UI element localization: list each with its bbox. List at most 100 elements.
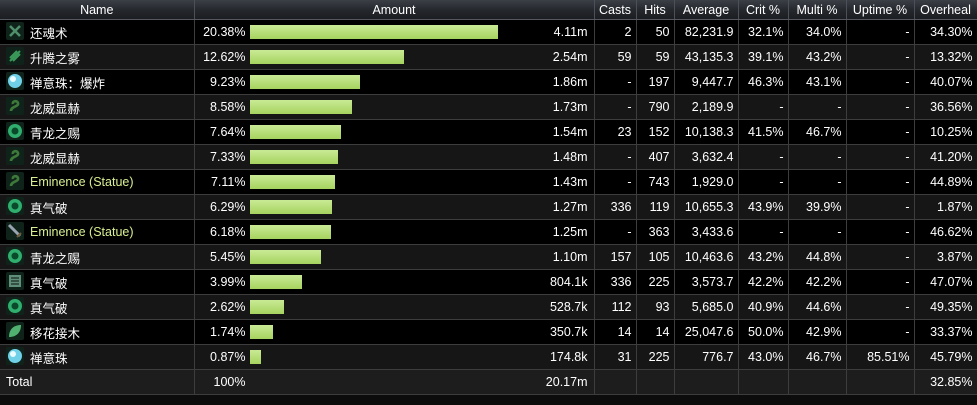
sword-icon [6, 222, 24, 240]
amount-cell: 7.11% 1.43m [194, 169, 595, 195]
crit-cell: - [738, 94, 789, 120]
amount-percent: 7.11% [210, 175, 246, 189]
table-row[interactable]: 禅意珠 0.87% 174.8k 31 225 776.7 43.0% 46.7% 85.51%… [0, 344, 977, 370]
uptime-cell: - [846, 44, 915, 70]
table-row[interactable]: 禅意珠：爆炸 9.23% 1.86m -197 9,447.7 46.3% 43.1% -40… [0, 69, 977, 95]
column-header-crit[interactable]: Crit % [738, 0, 789, 20]
overheal-cell: 10.25% [914, 119, 977, 145]
multi-cell: 43.2% [788, 44, 847, 70]
multi-cell: 43.1% [788, 69, 847, 95]
average-cell: 82,231.9 [674, 19, 739, 45]
total-amount: 20.17m [545, 375, 588, 389]
jade-orb-icon [6, 247, 24, 265]
amount-bar [249, 25, 526, 39]
amount-bar [249, 250, 526, 264]
table-row[interactable]: 还魂术 20.38% 4.11m 2 50 82,231.9 32.1% 34.0% -34.3… [0, 19, 977, 45]
table-row[interactable]: 龙威显赫 8.58% 1.73m -790 2,189.9- - -36.56% [0, 94, 977, 120]
casts-cell: - [594, 94, 637, 120]
column-header-overheal[interactable]: Overheal [914, 0, 977, 20]
column-header-name[interactable]: Name [0, 0, 195, 20]
casts-cell: 59 [594, 44, 637, 70]
zen-sphere-detonate-icon [6, 72, 24, 90]
crit-cell: 40.9% [738, 294, 789, 320]
spell-name-cell: 还魂术 [0, 19, 195, 45]
crit-cell: 46.3% [738, 69, 789, 95]
amount-cell: 8.58% 1.73m [194, 94, 595, 120]
table-row[interactable]: 龙威显赫 7.33% 1.48m -407 3,632.4- - -41.20% [0, 144, 977, 170]
amount-percent: 7.64% [210, 125, 246, 139]
spell-name-cell: Eminence (Statue) [0, 169, 195, 195]
overheal-cell: 47.07% [914, 269, 977, 295]
column-header-hits[interactable]: Hits [636, 0, 675, 20]
total-percent: 100% [213, 375, 246, 389]
table-row[interactable]: 青龙之赐 7.64% 1.54m 23 152 10,138.3 41.5% 46.7% -10… [0, 119, 977, 145]
column-header-casts[interactable]: Casts [594, 0, 637, 20]
spell-name: 青龙之赐 [30, 251, 81, 266]
column-header-average[interactable]: Average [674, 0, 739, 20]
total-label: Total [0, 369, 195, 395]
spell-name: Eminence (Statue) [30, 225, 134, 239]
spell-name: Eminence (Statue) [30, 175, 134, 189]
overheal-cell: 40.07% [914, 69, 977, 95]
table-row[interactable]: 移花接木 1.74% 350.7k 14 14 25,047.6 50.0% 42.9% -33… [0, 319, 977, 345]
amount-bar-fill [249, 150, 338, 164]
amount-value: 528.7k [549, 300, 588, 314]
jade-orb-icon [6, 297, 24, 315]
amount-value: 350.7k [549, 325, 588, 339]
casts-cell: 14 [594, 319, 637, 345]
table-row[interactable]: 真气破 3.99% 804.1k 336 225 3,573.7 42.2% 42.2% -47… [0, 269, 977, 295]
uptime-cell: - [846, 169, 915, 195]
spell-name-cell: 真气破 [0, 194, 195, 220]
spell-name: 青龙之赐 [30, 126, 81, 141]
uptime-cell: - [846, 219, 915, 245]
column-header-amount[interactable]: Amount [194, 0, 595, 20]
amount-value: 174.8k [549, 350, 588, 364]
table-row[interactable]: 真气破 6.29% 1.27m 336 119 10,655.3 43.9% 39.9% -1.… [0, 194, 977, 220]
spell-name-cell: 青龙之赐 [0, 119, 195, 145]
table-row[interactable]: Eminence (Statue) 7.11% 1.43m -743 1,929.0- -… [0, 169, 977, 195]
spell-name-cell: 龙威显赫 [0, 94, 195, 120]
average-cell: 43,135.3 [674, 44, 739, 70]
uptime-cell: - [846, 144, 915, 170]
spell-name: 真气破 [30, 201, 68, 216]
multi-cell: 44.6% [788, 294, 847, 320]
table-row[interactable]: Eminence (Statue) 6.18% 1.25m -363 3,433.6- -… [0, 219, 977, 245]
column-header-uptime[interactable]: Uptime % [846, 0, 915, 20]
table-row[interactable]: 青龙之赐 5.45% 1.10m 157 105 10,463.6 43.2% 44.8% -3… [0, 244, 977, 270]
amount-percent: 5.45% [210, 250, 246, 264]
uptime-cell: 85.51% [846, 344, 915, 370]
amount-percent: 3.99% [210, 275, 246, 289]
total-overheal: 32.85% [914, 369, 977, 395]
hits-cell: 790 [636, 94, 675, 120]
spell-name-cell: 禅意珠 [0, 344, 195, 370]
table-row[interactable]: 真气破 2.62% 528.7k 112 93 5,685.0 40.9% 44.6% -49.… [0, 294, 977, 320]
table-row[interactable]: 升腾之雾 12.62% 2.54m 59 59 43,135.3 39.1% 43.2% -13… [0, 44, 977, 70]
amount-bar-fill [249, 100, 352, 114]
amount-bar [249, 325, 526, 339]
multi-cell: 39.9% [788, 194, 847, 220]
amount-value: 1.43m [552, 175, 588, 189]
uptime-cell: - [846, 194, 915, 220]
amount-cell: 20.38% 4.11m [194, 19, 595, 45]
average-cell: 3,433.6 [674, 219, 739, 245]
column-header-multi[interactable]: Multi % [788, 0, 847, 20]
amount-bar [249, 50, 526, 64]
average-cell: 9,447.7 [674, 69, 739, 95]
uptime-cell: - [846, 244, 915, 270]
amount-bar-fill [249, 275, 302, 289]
multi-cell: 34.0% [788, 19, 847, 45]
average-cell: 10,138.3 [674, 119, 739, 145]
multi-cell: 46.7% [788, 344, 847, 370]
zen-sphere-icon [6, 347, 24, 365]
casts-cell: 31 [594, 344, 637, 370]
amount-bar-fill [249, 200, 333, 214]
serpent-icon [6, 97, 24, 115]
amount-bar-fill [249, 225, 331, 239]
spell-name: 还魂术 [30, 26, 68, 41]
amount-value: 4.11m [553, 25, 588, 39]
hits-cell: 105 [636, 244, 675, 270]
amount-bar-fill [249, 250, 322, 264]
spell-name-cell: Eminence (Statue) [0, 219, 195, 245]
amount-percent: 1.74% [210, 325, 246, 339]
multi-cell: - [788, 169, 847, 195]
